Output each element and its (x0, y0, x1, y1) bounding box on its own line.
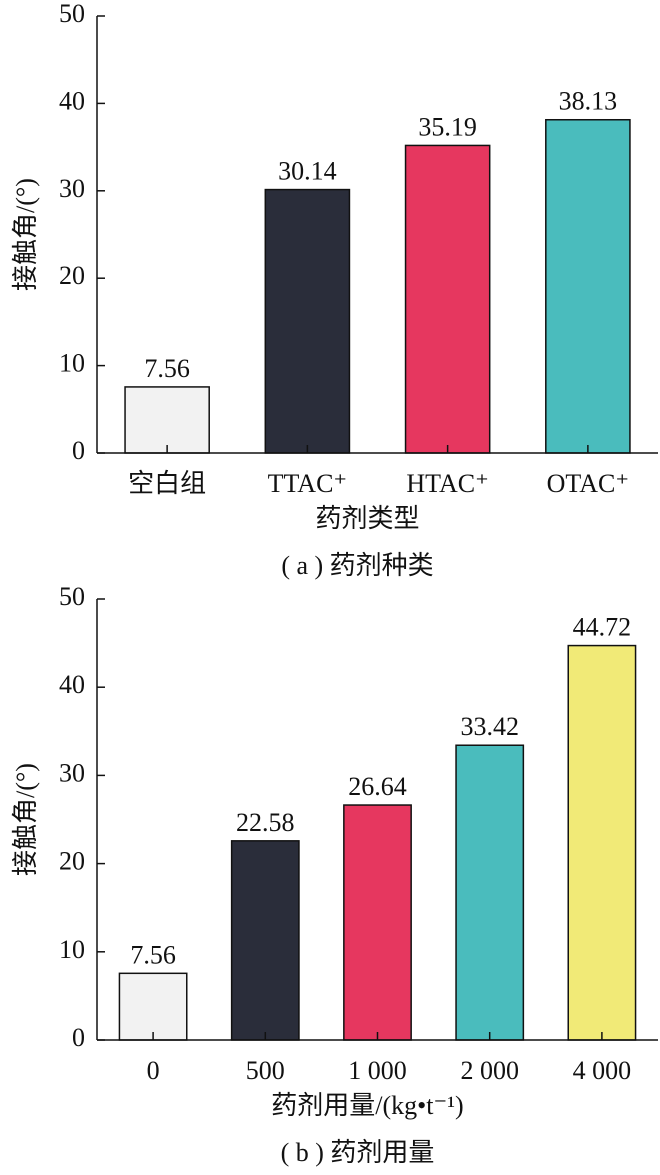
bar (124, 386, 210, 454)
caption: ( a ) 药剂种类 (281, 551, 433, 580)
x-tick-label: 空白组 (128, 469, 206, 498)
y-tick-label: 40 (59, 670, 85, 699)
bar (264, 188, 351, 454)
x-tick-label: 500 (246, 1056, 285, 1085)
value-label: 7.56 (144, 354, 190, 383)
y-tick-label: 10 (59, 349, 85, 378)
y-tick-label: 20 (59, 847, 85, 876)
x-tick-label: TTAC⁺ (268, 469, 348, 498)
value-label: 35.19 (418, 112, 477, 141)
x-tick-label: 1 000 (348, 1056, 407, 1085)
bar (230, 840, 300, 1041)
x-tick-label: HTAC⁺ (406, 469, 488, 498)
x-tick-label: 2 000 (460, 1056, 519, 1085)
y-axis-label: 接触角/(°) (11, 178, 40, 291)
y-tick-label: 40 (59, 86, 85, 115)
y-axis-label: 接触角/(°) (11, 763, 40, 876)
x-tick-label: 0 (147, 1056, 160, 1085)
value-label: 44.72 (573, 613, 632, 642)
bar (567, 644, 637, 1041)
y-tick-label: 30 (59, 174, 85, 203)
x-tick-label: OTAC⁺ (547, 469, 629, 498)
y-tick-label: 50 (59, 0, 85, 28)
y-tick-label: 0 (72, 436, 85, 465)
value-label: 26.64 (348, 772, 407, 801)
x-axis-label: 药剂用量/(kg•t⁻¹) (271, 1091, 463, 1120)
bar (343, 804, 412, 1041)
x-axis-label: 药剂类型 (315, 504, 419, 533)
x-tick-label: 4 000 (573, 1056, 632, 1085)
bar (455, 744, 525, 1041)
y-tick-label: 10 (59, 935, 85, 964)
value-label: 7.56 (130, 940, 176, 969)
value-label: 38.13 (559, 87, 618, 116)
y-tick-label: 0 (72, 1023, 85, 1052)
value-label: 22.58 (236, 808, 295, 837)
value-label: 30.14 (278, 157, 337, 186)
y-tick-label: 30 (59, 758, 85, 787)
y-tick-label: 50 (59, 582, 85, 611)
y-tick-label: 20 (59, 261, 85, 290)
bar (404, 144, 491, 454)
bar (545, 118, 631, 454)
caption: ( b ) 药剂用量 (281, 1138, 435, 1167)
bar (118, 972, 188, 1041)
value-label: 33.42 (460, 712, 519, 741)
